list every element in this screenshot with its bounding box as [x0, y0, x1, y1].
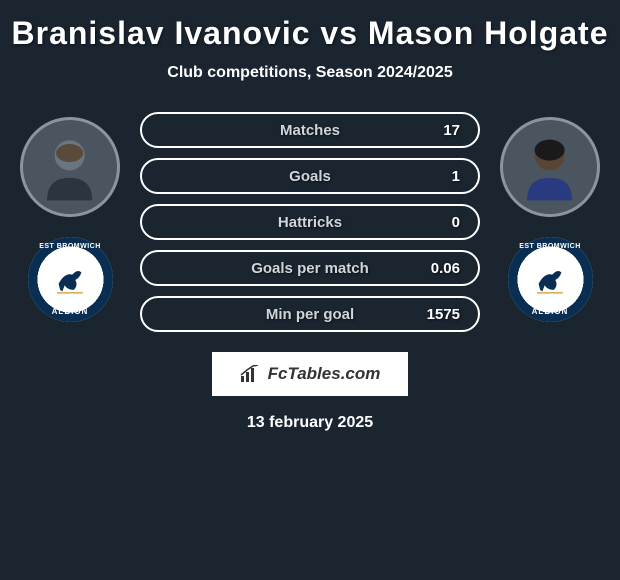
- stat-label: Goals: [289, 168, 331, 185]
- stat-label: Matches: [280, 122, 340, 139]
- content-row: EST BROMWICH ALBION Matches 17 Goals 1: [0, 112, 620, 332]
- stat-row-matches: Matches 17: [140, 112, 480, 148]
- player-silhouette-icon: [512, 129, 587, 204]
- subtitle: Club competitions, Season 2024/2025: [167, 64, 452, 82]
- player-photo-right: [500, 117, 600, 217]
- attribution: FcTables.com: [212, 352, 409, 396]
- attribution-text: FcTables.com: [268, 364, 381, 384]
- stat-row-min-per-goal: Min per goal 1575: [140, 296, 480, 332]
- stat-value-right: 1575: [427, 306, 460, 323]
- stat-label: Goals per match: [251, 260, 369, 277]
- club-badge-left: EST BROMWICH ALBION: [28, 237, 113, 322]
- stat-label: Min per goal: [266, 306, 354, 323]
- stat-value-right: 0.06: [431, 260, 460, 277]
- bird-icon: [531, 261, 569, 299]
- stat-row-hattricks: Hattricks 0: [140, 204, 480, 240]
- player-photo-left: [20, 117, 120, 217]
- stat-value-right: 17: [443, 122, 460, 139]
- page-title: Branislav Ivanovic vs Mason Holgate: [12, 15, 609, 52]
- right-player-column: EST BROMWICH ALBION: [500, 112, 600, 322]
- club-badge-right: EST BROMWICH ALBION: [508, 237, 593, 322]
- left-player-column: EST BROMWICH ALBION: [20, 112, 120, 322]
- stat-row-goals: Goals 1: [140, 158, 480, 194]
- badge-text-top: EST BROMWICH: [519, 243, 581, 250]
- date-text: 13 february 2025: [247, 414, 373, 432]
- stat-value-right: 0: [452, 214, 460, 231]
- stat-label: Hattricks: [278, 214, 342, 231]
- bird-icon: [51, 261, 89, 299]
- player-silhouette-icon: [32, 129, 107, 204]
- badge-text-top: EST BROMWICH: [39, 243, 101, 250]
- badge-text-bottom: ALBION: [532, 307, 569, 316]
- comparison-card: Branislav Ivanovic vs Mason Holgate Club…: [0, 0, 620, 447]
- stat-row-goals-per-match: Goals per match 0.06: [140, 250, 480, 286]
- stat-value-right: 1: [452, 168, 460, 185]
- stats-column: Matches 17 Goals 1 Hattricks 0 Goals per…: [140, 112, 480, 332]
- chart-icon: [240, 365, 260, 383]
- badge-text-bottom: ALBION: [52, 307, 89, 316]
